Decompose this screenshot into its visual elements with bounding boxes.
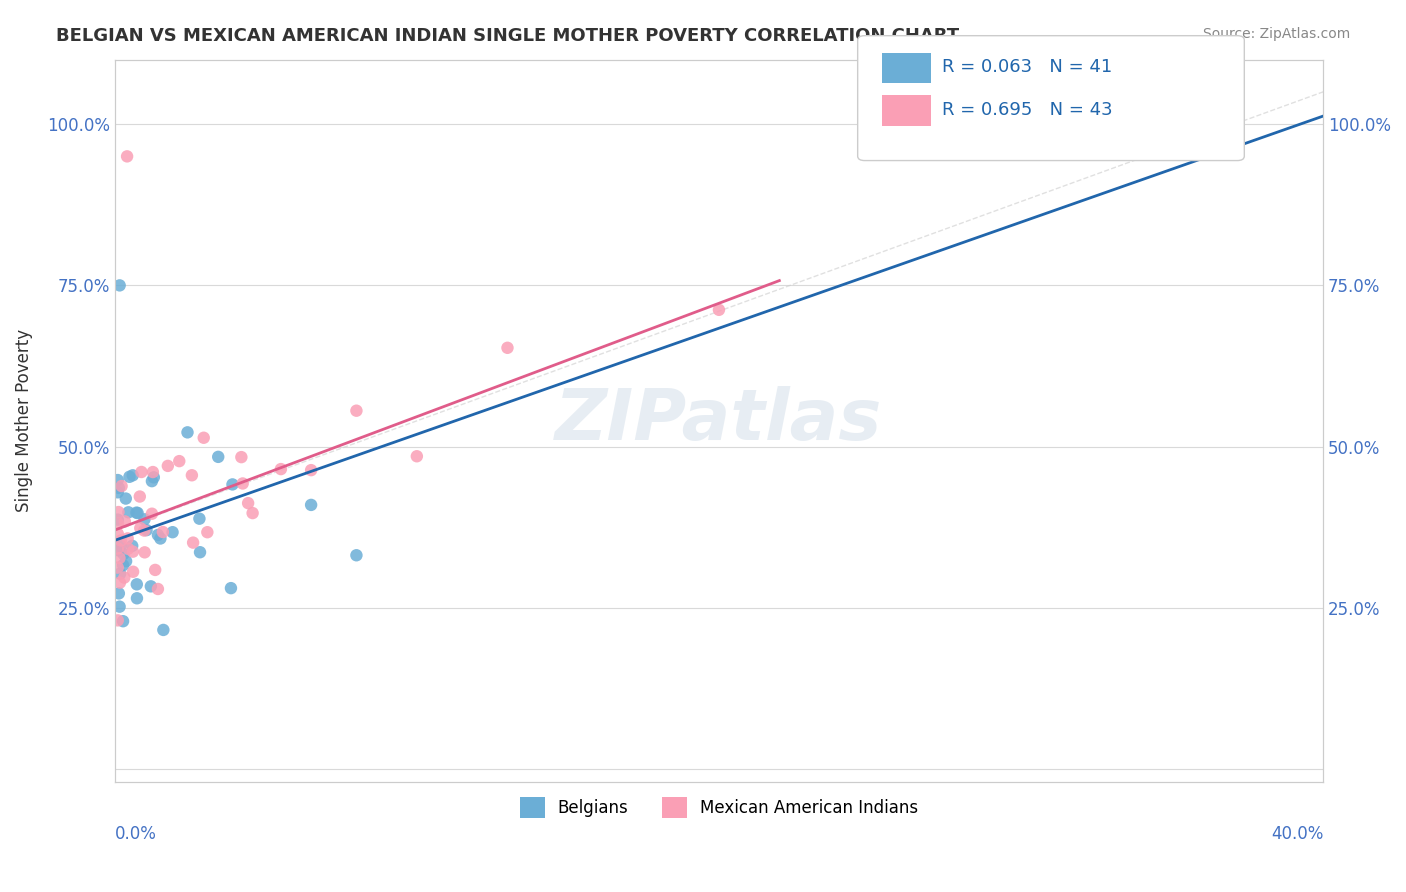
- Point: [108, 586, 131, 600]
- Point: [107, 541, 129, 556]
- Point: [107, 505, 129, 519]
- Point: [108, 551, 131, 566]
- Point: [193, 431, 215, 445]
- Point: [108, 566, 131, 581]
- Point: [125, 577, 148, 591]
- Point: [114, 491, 136, 506]
- Point: [232, 476, 254, 491]
- Point: [110, 539, 132, 553]
- Point: [299, 463, 322, 477]
- Point: [156, 458, 179, 473]
- Point: [110, 479, 132, 493]
- Point: [121, 468, 143, 483]
- Text: ZIPatlas: ZIPatlas: [555, 386, 883, 455]
- Point: [149, 532, 172, 546]
- Point: [707, 302, 730, 317]
- Point: [107, 516, 129, 531]
- Point: [117, 505, 139, 519]
- Point: [152, 623, 174, 637]
- Text: 40.0%: 40.0%: [1271, 825, 1323, 844]
- Point: [112, 558, 135, 573]
- Point: [188, 545, 211, 559]
- Point: [236, 496, 259, 510]
- Point: [188, 511, 211, 525]
- Text: R = 0.063   N = 41: R = 0.063 N = 41: [942, 58, 1112, 76]
- Point: [146, 582, 169, 596]
- Y-axis label: Single Mother Poverty: Single Mother Poverty: [15, 329, 32, 512]
- Point: [108, 481, 131, 495]
- Point: [121, 539, 143, 553]
- Point: [146, 528, 169, 542]
- Point: [242, 506, 264, 520]
- Point: [180, 468, 202, 483]
- Point: [128, 490, 150, 504]
- Legend: Belgians, Mexican American Indians: Belgians, Mexican American Indians: [513, 790, 925, 824]
- Point: [108, 599, 131, 614]
- Point: [107, 473, 129, 487]
- Point: [134, 524, 156, 538]
- Text: Source: ZipAtlas.com: Source: ZipAtlas.com: [1202, 27, 1350, 41]
- Text: 0.0%: 0.0%: [115, 825, 156, 844]
- Text: R = 0.695   N = 43: R = 0.695 N = 43: [942, 101, 1112, 119]
- Point: [195, 525, 218, 540]
- Point: [207, 450, 229, 464]
- Point: [125, 506, 148, 520]
- Point: [141, 474, 163, 488]
- Point: [134, 545, 156, 559]
- Point: [115, 554, 138, 568]
- Point: [112, 614, 135, 628]
- Point: [141, 507, 163, 521]
- Point: [405, 449, 427, 463]
- Point: [221, 477, 243, 491]
- Point: [162, 525, 184, 540]
- Point: [1191, 117, 1213, 131]
- Point: [134, 512, 156, 526]
- Point: [118, 470, 141, 484]
- Point: [107, 485, 129, 500]
- Point: [114, 515, 136, 529]
- Point: [152, 524, 174, 539]
- Point: [496, 341, 519, 355]
- Text: BELGIAN VS MEXICAN AMERICAN INDIAN SINGLE MOTHER POVERTY CORRELATION CHART: BELGIAN VS MEXICAN AMERICAN INDIAN SINGL…: [56, 27, 959, 45]
- Point: [231, 450, 253, 464]
- Point: [107, 543, 129, 558]
- Point: [122, 565, 145, 579]
- Point: [127, 506, 149, 520]
- Point: [122, 544, 145, 558]
- Point: [346, 548, 368, 562]
- Point: [107, 526, 129, 541]
- Point: [110, 533, 132, 548]
- Point: [219, 581, 242, 595]
- Point: [107, 613, 129, 627]
- Point: [115, 149, 138, 163]
- Point: [117, 541, 139, 556]
- Point: [117, 532, 139, 546]
- Point: [176, 425, 198, 440]
- Point: [346, 403, 368, 417]
- Point: [108, 278, 131, 293]
- Point: [129, 521, 152, 535]
- Point: [135, 523, 157, 537]
- Point: [143, 563, 166, 577]
- Point: [270, 462, 292, 476]
- Point: [112, 547, 135, 561]
- Point: [299, 498, 322, 512]
- Point: [108, 575, 131, 590]
- Point: [107, 560, 129, 574]
- Point: [169, 454, 191, 468]
- Point: [181, 535, 204, 549]
- Point: [142, 470, 165, 484]
- Point: [107, 513, 129, 527]
- Point: [139, 579, 162, 593]
- Point: [112, 571, 135, 585]
- Point: [142, 465, 165, 479]
- Point: [131, 465, 153, 479]
- Point: [125, 591, 148, 606]
